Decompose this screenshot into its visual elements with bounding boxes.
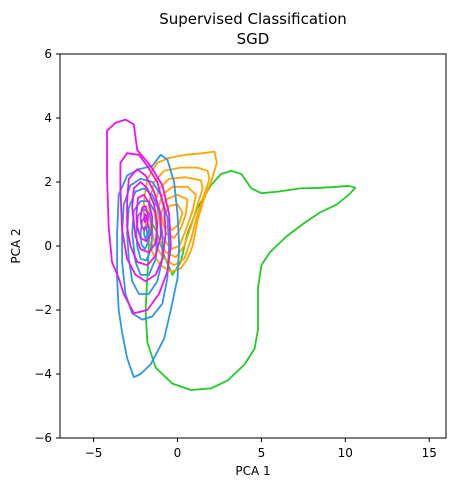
series-3-contour-4 (135, 193, 154, 243)
series-1-contour-5 (163, 203, 184, 231)
y-axis: −6 −4 −2 0 2 4 6 (34, 47, 60, 445)
series-2-contour-0 (116, 153, 181, 379)
series-1-contour-3 (156, 185, 197, 251)
x-axis-label: PCA 1 (235, 464, 270, 478)
series-1-contour-0 (143, 150, 218, 273)
y-tick-label: 6 (44, 47, 52, 61)
x-tick-label: 10 (338, 446, 353, 460)
x-tick-label: −5 (85, 446, 103, 460)
y-tick-label: 2 (44, 175, 52, 189)
x-tick-label: 5 (258, 446, 266, 460)
y-tick-label: −6 (34, 431, 52, 445)
chart-title: Supervised Classification (159, 10, 347, 28)
y-tick-label: −2 (34, 303, 52, 317)
series-3-contour-0 (106, 118, 172, 315)
chart-subtitle: SGD (237, 30, 270, 48)
x-axis: −5 0 5 10 15 (85, 438, 437, 460)
x-tick-label: 0 (174, 446, 182, 460)
series-2-contour-2 (126, 187, 164, 295)
series-2-contour-5 (139, 216, 150, 251)
series-3-contour-2 (126, 168, 162, 267)
series-1-contour-2 (153, 176, 204, 259)
y-tick-label: −4 (34, 367, 52, 381)
series-3-contour-5 (139, 205, 149, 231)
x-tick-label: 15 (422, 446, 437, 460)
series-3-contour-3 (131, 181, 159, 254)
y-tick-label: 0 (44, 239, 52, 253)
y-tick-label: 4 (44, 111, 52, 125)
series-1-contour-1 (148, 166, 211, 267)
series-2-contour-3 (131, 200, 159, 276)
series-2-contour-6 (143, 225, 149, 241)
series-3-contour-1 (119, 152, 167, 283)
contour-lines (106, 118, 357, 391)
y-axis-label: PCA 2 (9, 228, 23, 263)
series-3-contour-6 (143, 213, 148, 223)
plot-area (59, 53, 447, 439)
